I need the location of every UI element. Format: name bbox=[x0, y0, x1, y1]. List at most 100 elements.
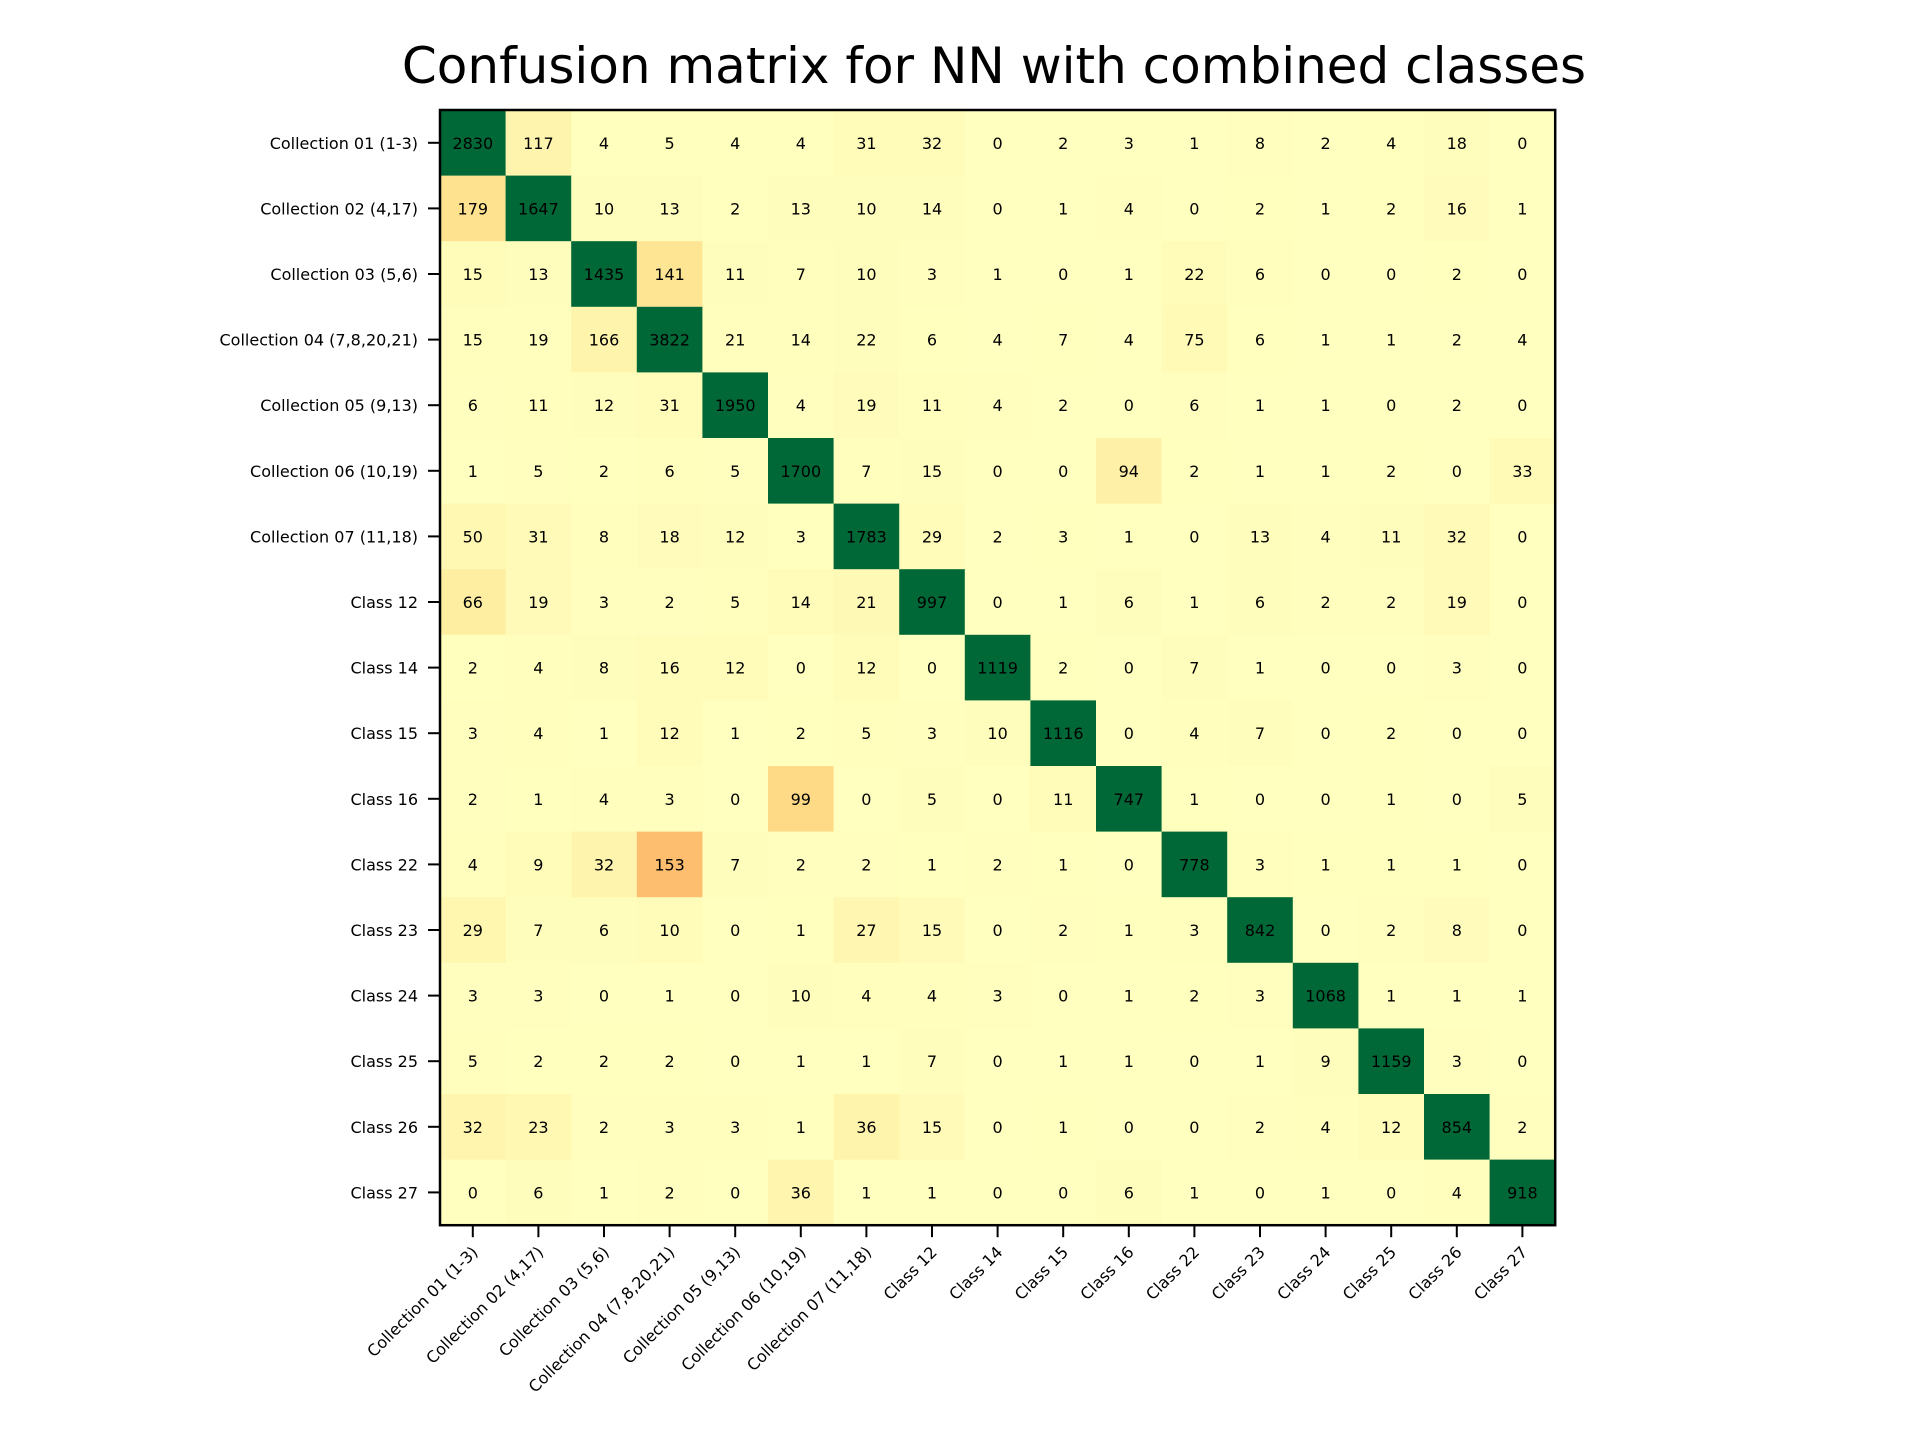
heatmap-cell bbox=[505, 1159, 572, 1226]
cell-value-label: 2 bbox=[1452, 265, 1462, 284]
y-tick-label: Class 16 bbox=[350, 790, 418, 809]
cell-value-label: 0 bbox=[1517, 527, 1527, 546]
cell-value-label: 842 bbox=[1245, 921, 1276, 940]
cell-value-label: 2 bbox=[1189, 462, 1199, 481]
heatmap-cell bbox=[702, 897, 769, 964]
cell-value-label: 2 bbox=[468, 659, 478, 678]
heatmap-cell bbox=[636, 1094, 703, 1161]
cell-value-label: 4 bbox=[1124, 331, 1134, 350]
cell-value-label: 0 bbox=[1058, 462, 1068, 481]
heatmap-cell bbox=[899, 372, 966, 439]
heatmap-cell bbox=[702, 634, 769, 701]
cell-value-label: 5 bbox=[927, 790, 937, 809]
heatmap-cell bbox=[505, 700, 572, 767]
heatmap-cell bbox=[440, 503, 507, 570]
cell-value-label: 0 bbox=[993, 1052, 1003, 1071]
x-tick-label: Collection 02 (4,17) bbox=[422, 1243, 547, 1368]
heatmap-cell bbox=[1227, 372, 1294, 439]
cell-value-label: 0 bbox=[1517, 134, 1527, 153]
cell-value-label: 7 bbox=[1058, 331, 1068, 350]
heatmap-cell bbox=[768, 1028, 835, 1095]
cell-value-label: 5 bbox=[861, 724, 871, 743]
heatmap-cell bbox=[1161, 1094, 1228, 1161]
cell-value-label: 12 bbox=[725, 527, 745, 546]
heatmap-cell bbox=[702, 831, 769, 898]
cell-value-label: 12 bbox=[594, 396, 614, 415]
cell-value-label: 1 bbox=[1255, 462, 1265, 481]
cell-value-label: 7 bbox=[927, 1052, 937, 1071]
cell-value-label: 0 bbox=[1124, 724, 1134, 743]
heatmap-cell bbox=[833, 962, 900, 1029]
cell-value-label: 0 bbox=[993, 921, 1003, 940]
cell-value-label: 0 bbox=[1452, 790, 1462, 809]
cell-value-label: 33 bbox=[1512, 462, 1532, 481]
cell-value-label: 0 bbox=[1189, 199, 1199, 218]
heatmap-cell bbox=[1292, 1028, 1359, 1095]
cell-value-label: 3 bbox=[1452, 1052, 1462, 1071]
heatmap-cell bbox=[1292, 831, 1359, 898]
cell-value-label: 32 bbox=[594, 855, 614, 874]
heatmap-cell bbox=[1424, 1094, 1491, 1161]
heatmap-cell bbox=[1030, 634, 1097, 701]
cell-value-label: 0 bbox=[1321, 921, 1331, 940]
heatmap-cell bbox=[440, 962, 507, 1029]
heatmap-cell bbox=[768, 306, 835, 373]
heatmap-cell bbox=[1030, 700, 1097, 767]
heatmap-cell bbox=[768, 634, 835, 701]
heatmap-cell bbox=[571, 1028, 638, 1095]
x-tick-label: Class 22 bbox=[1142, 1243, 1203, 1304]
cell-value-label: 0 bbox=[1386, 1183, 1396, 1202]
cell-value-label: 16 bbox=[659, 659, 679, 678]
cell-value-label: 22 bbox=[856, 331, 876, 350]
heatmap-cell bbox=[1292, 766, 1359, 833]
heatmap-cell bbox=[964, 306, 1031, 373]
heatmap-cell bbox=[440, 569, 507, 636]
x-tick-label: Class 25 bbox=[1339, 1243, 1400, 1304]
heatmap-cell bbox=[1227, 110, 1294, 177]
cell-value-label: 3822 bbox=[649, 331, 690, 350]
cell-value-label: 0 bbox=[730, 1052, 740, 1071]
y-tick-label: Collection 07 (11,18) bbox=[250, 527, 418, 546]
cell-value-label: 179 bbox=[458, 199, 489, 218]
cell-value-label: 2 bbox=[1321, 134, 1331, 153]
heatmap-cell bbox=[1096, 1094, 1163, 1161]
cell-value-label: 32 bbox=[1447, 527, 1467, 546]
cell-value-label: 2 bbox=[1255, 1118, 1265, 1137]
cell-value-label: 4 bbox=[599, 790, 609, 809]
cell-value-label: 23 bbox=[528, 1118, 548, 1137]
cell-value-label: 50 bbox=[463, 527, 483, 546]
heatmap-cell bbox=[571, 438, 638, 505]
cell-value-label: 0 bbox=[861, 790, 871, 809]
heatmap-cell bbox=[1489, 700, 1556, 767]
heatmap-cell bbox=[636, 503, 703, 570]
cell-value-label: 117 bbox=[523, 134, 554, 153]
heatmap-cell bbox=[1227, 766, 1294, 833]
y-tick-label: Collection 05 (9,13) bbox=[260, 396, 418, 415]
cell-value-label: 1 bbox=[927, 855, 937, 874]
cell-value-label: 3 bbox=[927, 265, 937, 284]
cell-value-label: 1 bbox=[1124, 921, 1134, 940]
heatmap-cell bbox=[768, 831, 835, 898]
cell-value-label: 2 bbox=[1386, 462, 1396, 481]
heatmap-cell bbox=[636, 306, 703, 373]
cell-value-label: 31 bbox=[528, 527, 548, 546]
cell-value-label: 6 bbox=[1124, 593, 1134, 612]
heatmap-cell bbox=[833, 831, 900, 898]
cell-value-label: 2 bbox=[1386, 724, 1396, 743]
heatmap-cell bbox=[1489, 110, 1556, 177]
cell-value-label: 5 bbox=[533, 462, 543, 481]
heatmap-cell bbox=[1424, 831, 1491, 898]
cell-value-label: 7 bbox=[796, 265, 806, 284]
heatmap-cell bbox=[440, 897, 507, 964]
cell-value-label: 1 bbox=[861, 1052, 871, 1071]
heatmap-cell bbox=[505, 897, 572, 964]
heatmap-cell bbox=[1424, 897, 1491, 964]
cell-value-label: 5 bbox=[730, 593, 740, 612]
x-tick-label: Class 14 bbox=[945, 1243, 1006, 1304]
heatmap-cell bbox=[833, 110, 900, 177]
heatmap-cell bbox=[899, 897, 966, 964]
heatmap-cell bbox=[899, 503, 966, 570]
cell-value-label: 1 bbox=[730, 724, 740, 743]
cell-value-label: 4 bbox=[1321, 1118, 1331, 1137]
cell-value-label: 0 bbox=[1321, 265, 1331, 284]
